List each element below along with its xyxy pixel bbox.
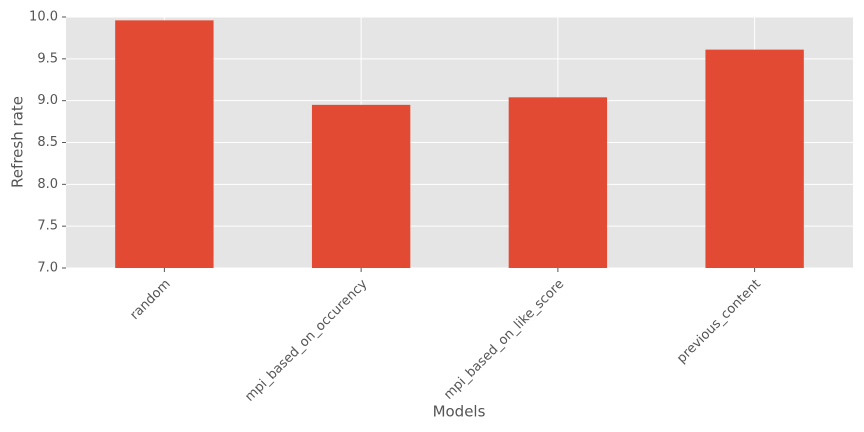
- x-tick-label: mpi_based_on_occurency: [242, 276, 370, 404]
- y-tick-label: 8.5: [37, 135, 58, 150]
- y-tick-label: 9.5: [37, 51, 58, 66]
- bar: [311, 104, 411, 268]
- y-tick-label: 10.0: [29, 10, 58, 25]
- x-axis-label: Models: [433, 403, 486, 421]
- x-tick-label: previous_content: [674, 277, 764, 367]
- y-axis-label: Refresh rate: [9, 96, 27, 188]
- y-tick-label: 9.0: [37, 93, 58, 108]
- bar: [115, 20, 214, 269]
- y-tick-label: 8.0: [37, 177, 58, 192]
- y-tick-label: 7.5: [37, 219, 58, 234]
- bar: [508, 97, 608, 268]
- bar: [705, 49, 804, 268]
- y-tick-label: 7.0: [37, 261, 58, 276]
- x-tick-label: mpi_based_on_like_score: [441, 277, 567, 403]
- x-tick-label: random: [127, 277, 173, 323]
